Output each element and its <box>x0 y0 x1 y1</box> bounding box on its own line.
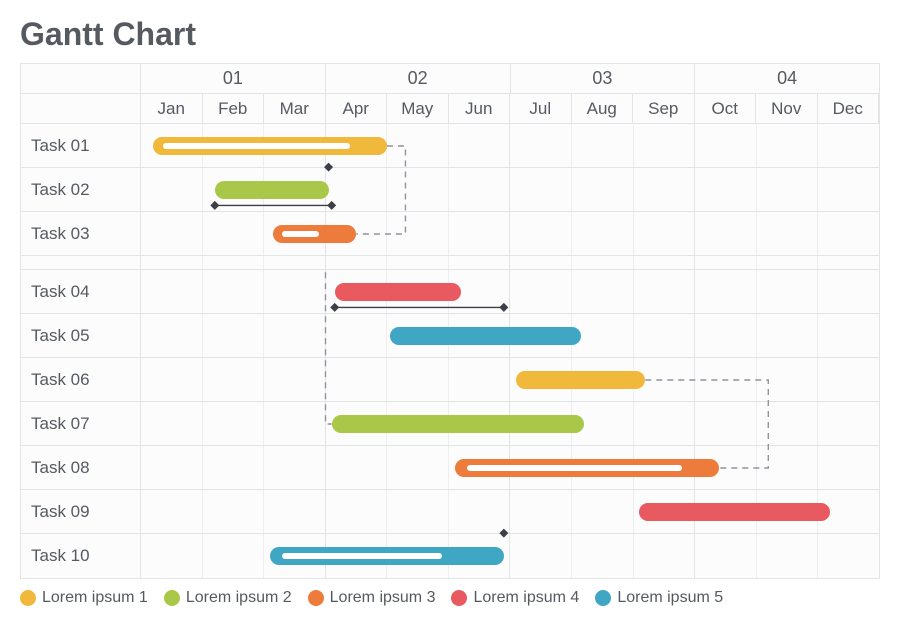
legend-swatch <box>595 590 611 606</box>
task-label: Task 03 <box>21 212 141 255</box>
legend-label: Lorem ipsum 1 <box>42 589 148 607</box>
month-header: Sep <box>633 94 695 123</box>
header-quarters: 01020304 <box>21 64 879 94</box>
quarter-header: 01 <box>141 64 326 93</box>
spacer-row <box>21 256 879 270</box>
chart-title: Gantt Chart <box>20 16 880 53</box>
task-label: Task 08 <box>21 446 141 489</box>
header-months: JanFebMarAprMayJunJulAugSepOctNovDec <box>21 94 879 124</box>
task-row: Task 10 <box>21 534 879 578</box>
legend: Lorem ipsum 1 Lorem ipsum 2 Lorem ipsum 3 L… <box>20 589 880 607</box>
task-row: Task 08 <box>21 446 879 490</box>
month-header: Aug <box>572 94 634 123</box>
legend-item: Lorem ipsum 4 <box>451 589 579 607</box>
legend-swatch <box>451 590 467 606</box>
task-row: Task 03 <box>21 212 879 256</box>
month-header: Jul <box>510 94 572 123</box>
legend-label: Lorem ipsum 4 <box>473 589 579 607</box>
legend-item: Lorem ipsum 3 <box>308 589 436 607</box>
month-header: Jun <box>449 94 511 123</box>
task-label: Task 01 <box>21 124 141 167</box>
month-header: Oct <box>695 94 757 123</box>
task-label: Task 02 <box>21 168 141 211</box>
month-header: Dec <box>818 94 880 123</box>
task-label: Task 10 <box>21 534 141 578</box>
quarter-header: 02 <box>326 64 511 93</box>
header-corner <box>21 64 141 93</box>
month-header: Nov <box>756 94 818 123</box>
quarter-header: 04 <box>695 64 879 93</box>
legend-swatch <box>164 590 180 606</box>
task-label <box>21 256 141 269</box>
task-label: Task 09 <box>21 490 141 533</box>
month-header: Mar <box>264 94 326 123</box>
legend-item: Lorem ipsum 1 <box>20 589 148 607</box>
legend-label: Lorem ipsum 2 <box>186 589 292 607</box>
legend-item: Lorem ipsum 2 <box>164 589 292 607</box>
task-label: Task 06 <box>21 358 141 401</box>
task-row: Task 04 <box>21 270 879 314</box>
gantt-chart: 01020304 JanFebMarAprMayJunJulAugSepOctN… <box>20 63 880 579</box>
legend-swatch <box>20 590 36 606</box>
legend-label: Lorem ipsum 3 <box>330 589 436 607</box>
task-row: Task 05 <box>21 314 879 358</box>
task-row: Task 07 <box>21 402 879 446</box>
month-header: Feb <box>203 94 265 123</box>
month-header: Jan <box>141 94 203 123</box>
chart-body: Task 01Task 02Task 03Task 04Task 05Task … <box>21 124 879 578</box>
month-header: May <box>387 94 449 123</box>
task-row: Task 02 <box>21 168 879 212</box>
legend-label: Lorem ipsum 5 <box>617 589 723 607</box>
month-header: Apr <box>326 94 388 123</box>
header-corner-2 <box>21 94 141 123</box>
quarter-header: 03 <box>511 64 696 93</box>
task-label: Task 05 <box>21 314 141 357</box>
task-row: Task 09 <box>21 490 879 534</box>
legend-item: Lorem ipsum 5 <box>595 589 723 607</box>
task-row: Task 01 <box>21 124 879 168</box>
task-row: Task 06 <box>21 358 879 402</box>
task-label: Task 04 <box>21 270 141 313</box>
legend-swatch <box>308 590 324 606</box>
task-label: Task 07 <box>21 402 141 445</box>
